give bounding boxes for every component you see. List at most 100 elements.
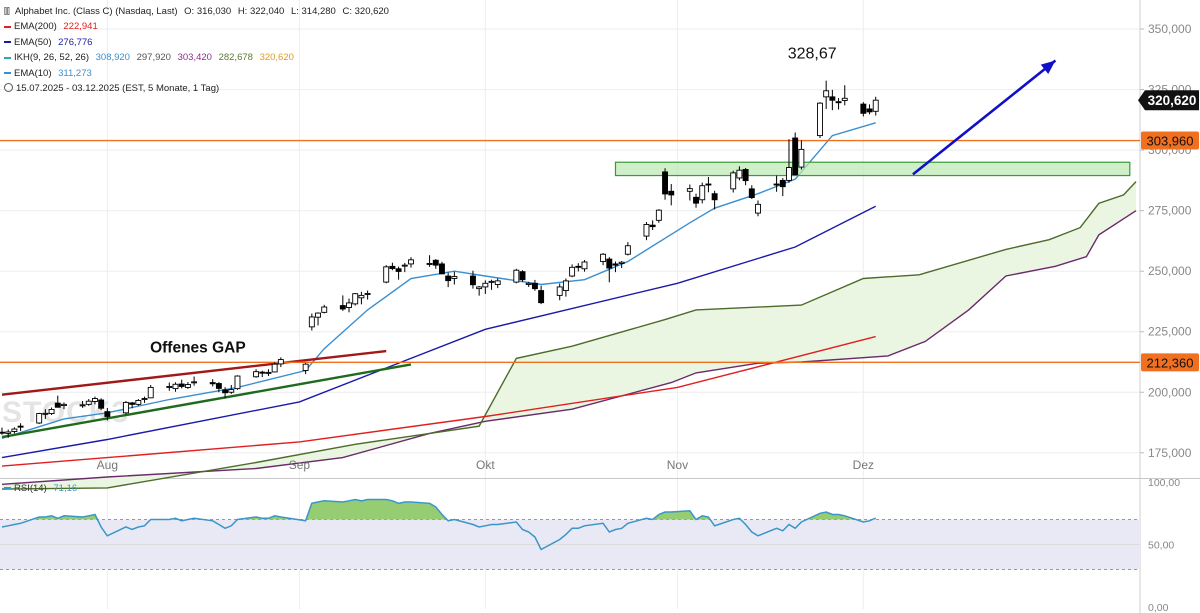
bars-icon: ⫿⫿ (4, 6, 10, 16)
candle (575, 263, 582, 272)
candle (649, 220, 656, 231)
candle (209, 379, 216, 387)
rsi-panel: 100,00 50,00 0,00 (0, 477, 1180, 613)
candle-body-up (85, 400, 92, 405)
target-arrow-shaft[interactable] (912, 59, 1057, 176)
resistance-trendline[interactable] (1, 349, 387, 396)
candle (711, 190, 718, 210)
candle (872, 96, 879, 116)
legend-ikh[interactable]: IKH(9, 26, 52, 26) 308,920 297,920 303,4… (4, 50, 389, 65)
candle (147, 384, 154, 399)
annotations: 328,67 Offenes GAP (150, 46, 837, 357)
candle (215, 382, 222, 393)
candle-body-up (79, 404, 86, 407)
candle (172, 382, 179, 392)
candle-body-up (36, 413, 43, 424)
legend-ikh-value-4: 282,678 (218, 52, 253, 64)
candle-body-up (581, 261, 588, 270)
time-tick-label: Nov (667, 458, 688, 472)
candle-body-up (426, 262, 433, 265)
cloud-fill (2, 181, 1136, 490)
candle (841, 85, 848, 106)
last-price-badge[interactable]: 320,620 (1138, 90, 1199, 111)
rsi-legend[interactable]: RSI(14) 71,16 (4, 483, 77, 494)
candle (525, 281, 532, 287)
legend-ikh-value-5: 320,620 (259, 52, 294, 64)
candle-body-down (668, 190, 675, 196)
candle-body-down (829, 96, 836, 101)
candle (755, 200, 761, 217)
candle (668, 184, 675, 206)
candle-body-up (786, 167, 792, 181)
price-axis[interactable]: 175,000200,000225,000250,000275,000300,0… (1138, 22, 1199, 460)
hline-price-badge-2[interactable]: 212,360 (1141, 353, 1199, 372)
candle-body-down (612, 263, 619, 266)
candle (705, 176, 712, 193)
candle (569, 264, 576, 278)
candle (228, 384, 235, 394)
candle-body-down (470, 275, 476, 286)
price-tick-label: 350,000 (1148, 22, 1192, 36)
candle-body-up (872, 99, 879, 112)
legend-ikh-value-3: 303,420 (177, 52, 212, 64)
candle-body-down (835, 101, 842, 104)
time-tick-label: Dez (853, 458, 874, 472)
candle-body-up (562, 280, 569, 292)
support-zone-rect[interactable] (614, 161, 1131, 177)
candle (600, 253, 607, 266)
candle (866, 104, 873, 115)
candle (48, 407, 55, 416)
candle-body-down (711, 193, 718, 201)
candle-body-down (662, 171, 668, 195)
candle (265, 369, 272, 377)
candle-body-up (191, 381, 198, 384)
candle-body-up (166, 385, 173, 388)
rsi-overbought-fill (237, 515, 298, 520)
candle (383, 265, 390, 284)
candle (17, 423, 24, 431)
candle (36, 412, 43, 424)
legend-ikh-value-2: 297,920 (136, 52, 171, 64)
candle-body-up (364, 293, 371, 295)
last-price-badge-text: 320,620 (1148, 93, 1197, 108)
time-axis[interactable]: Aug Sep Okt Nov Dez (97, 458, 874, 472)
gap-label: Offenes GAP (150, 340, 246, 357)
candle (482, 280, 489, 294)
candle-body-up (302, 363, 309, 371)
candle (823, 80, 830, 109)
candle-body-up (383, 266, 390, 283)
hline-price-badge-1[interactable]: 303,960 (1141, 131, 1199, 150)
legend-ema50[interactable]: EMA(50) 276,776 (4, 35, 389, 50)
candle (271, 362, 278, 373)
time-tick-label: Aug (97, 458, 118, 472)
senkou-span-a-line (1, 210, 1137, 485)
legend-range: 15.07.2025 - 03.12.2025 (EST, 5 Monate, … (4, 81, 389, 96)
candle (5, 429, 12, 438)
candle-body-down (17, 425, 24, 428)
candle (494, 278, 501, 289)
legend-ikh-label: IKH(9, 26, 52, 26) (14, 52, 89, 64)
candle-body-up (817, 102, 823, 137)
candle (643, 222, 650, 241)
legend-open: O: 316,030 (184, 6, 232, 17)
support-trendline[interactable] (1, 363, 412, 439)
legend-ema10[interactable]: EMA(10) 311,273 (4, 66, 389, 81)
target-arrow-head[interactable] (1040, 60, 1056, 74)
candle (742, 168, 749, 186)
candle (798, 140, 805, 170)
legend-ema200[interactable]: EMA(200) 222,941 (4, 19, 389, 34)
candle-body-down (445, 275, 452, 282)
candle (451, 271, 458, 285)
candle-body-up (92, 398, 98, 402)
hline-badge-text: 303,960 (1147, 134, 1194, 149)
candle-body-up (358, 294, 365, 299)
candle-body-down (773, 183, 780, 186)
candle-body-down (389, 265, 396, 269)
candle (364, 290, 371, 300)
candle-body-up (42, 412, 49, 415)
candle (166, 382, 173, 391)
candle (0, 427, 5, 435)
candle-body-up (141, 398, 148, 400)
candle (439, 261, 445, 275)
candle-body-up (643, 224, 650, 237)
